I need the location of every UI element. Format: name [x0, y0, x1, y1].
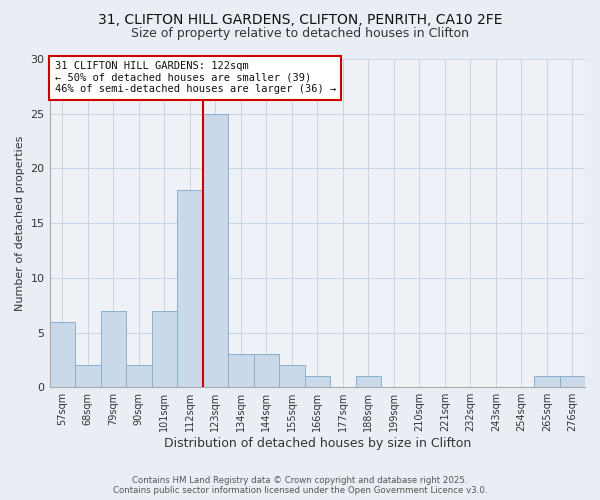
Bar	[50, 322, 75, 387]
Bar	[152, 310, 177, 387]
Bar	[75, 366, 101, 387]
Text: Size of property relative to detached houses in Clifton: Size of property relative to detached ho…	[131, 28, 469, 40]
Y-axis label: Number of detached properties: Number of detached properties	[15, 136, 25, 311]
Bar	[356, 376, 381, 387]
Bar	[228, 354, 254, 387]
Bar	[560, 376, 585, 387]
X-axis label: Distribution of detached houses by size in Clifton: Distribution of detached houses by size …	[164, 437, 471, 450]
Text: Contains HM Land Registry data © Crown copyright and database right 2025.
Contai: Contains HM Land Registry data © Crown c…	[113, 476, 487, 495]
Bar	[534, 376, 560, 387]
Bar	[203, 114, 228, 387]
Bar	[177, 190, 203, 387]
Bar	[126, 366, 152, 387]
Text: 31, CLIFTON HILL GARDENS, CLIFTON, PENRITH, CA10 2FE: 31, CLIFTON HILL GARDENS, CLIFTON, PENRI…	[98, 12, 502, 26]
Bar	[305, 376, 330, 387]
Bar	[101, 310, 126, 387]
Bar	[279, 366, 305, 387]
Bar	[254, 354, 279, 387]
Text: 31 CLIFTON HILL GARDENS: 122sqm
← 50% of detached houses are smaller (39)
46% of: 31 CLIFTON HILL GARDENS: 122sqm ← 50% of…	[55, 61, 336, 94]
